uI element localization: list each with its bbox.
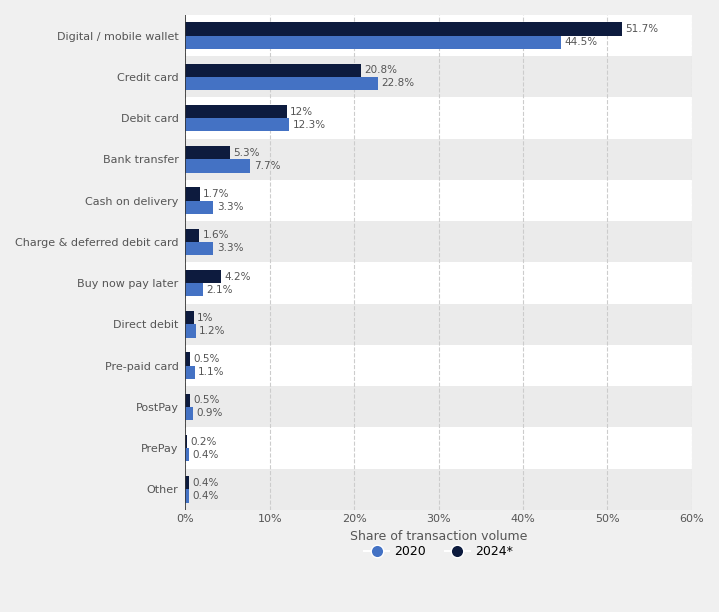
Bar (186, 118, 289, 132)
Bar (186, 428, 692, 469)
Bar (186, 97, 692, 139)
Bar (186, 23, 622, 35)
Text: 2.1%: 2.1% (206, 285, 233, 295)
Text: 22.8%: 22.8% (381, 78, 414, 89)
Bar (186, 311, 194, 324)
Bar (186, 304, 692, 345)
Legend: 2020, 2024*: 2020, 2024* (360, 540, 518, 563)
Text: 51.7%: 51.7% (625, 24, 658, 34)
Bar (186, 139, 692, 180)
Bar (186, 159, 250, 173)
Text: 12.3%: 12.3% (293, 120, 326, 130)
Bar (186, 146, 230, 159)
Bar (186, 187, 200, 201)
Bar (186, 353, 190, 365)
Text: 3.3%: 3.3% (216, 202, 243, 212)
Text: 0.5%: 0.5% (193, 354, 219, 364)
Text: 7.7%: 7.7% (254, 161, 280, 171)
Bar (186, 56, 692, 97)
Text: 1%: 1% (197, 313, 214, 323)
Bar (186, 435, 187, 448)
Bar (186, 490, 189, 502)
Text: 1.7%: 1.7% (203, 189, 229, 199)
Bar (186, 105, 287, 118)
Bar (186, 386, 692, 428)
Text: 12%: 12% (290, 106, 313, 116)
Bar (186, 345, 692, 386)
Text: 0.2%: 0.2% (191, 436, 217, 447)
Bar (186, 64, 361, 77)
Text: 1.1%: 1.1% (198, 367, 224, 377)
Bar (186, 180, 692, 222)
Text: 44.5%: 44.5% (564, 37, 597, 47)
Bar (186, 469, 692, 510)
Bar (186, 283, 203, 296)
Bar (186, 77, 377, 90)
Bar (186, 324, 196, 338)
Bar (186, 476, 189, 490)
X-axis label: Share of transaction volume: Share of transaction volume (350, 530, 527, 543)
Text: 1.2%: 1.2% (199, 326, 226, 336)
Bar (186, 15, 692, 56)
Bar (186, 394, 190, 407)
Bar (186, 222, 692, 263)
Bar (186, 263, 692, 304)
Bar (186, 35, 561, 49)
Text: 0.4%: 0.4% (192, 491, 219, 501)
Bar (186, 365, 195, 379)
Bar (186, 201, 214, 214)
Bar (186, 270, 221, 283)
Bar (186, 229, 199, 242)
Text: 3.3%: 3.3% (216, 244, 243, 253)
Text: 0.4%: 0.4% (192, 450, 219, 460)
Text: 0.9%: 0.9% (196, 408, 223, 419)
Text: 20.8%: 20.8% (365, 65, 398, 75)
Bar (186, 242, 214, 255)
Bar (186, 407, 193, 420)
Text: 5.3%: 5.3% (234, 147, 260, 158)
Text: 1.6%: 1.6% (202, 230, 229, 241)
Bar (186, 448, 189, 461)
Text: 4.2%: 4.2% (224, 272, 251, 282)
Text: 0.5%: 0.5% (193, 395, 219, 405)
Text: 0.4%: 0.4% (192, 478, 219, 488)
